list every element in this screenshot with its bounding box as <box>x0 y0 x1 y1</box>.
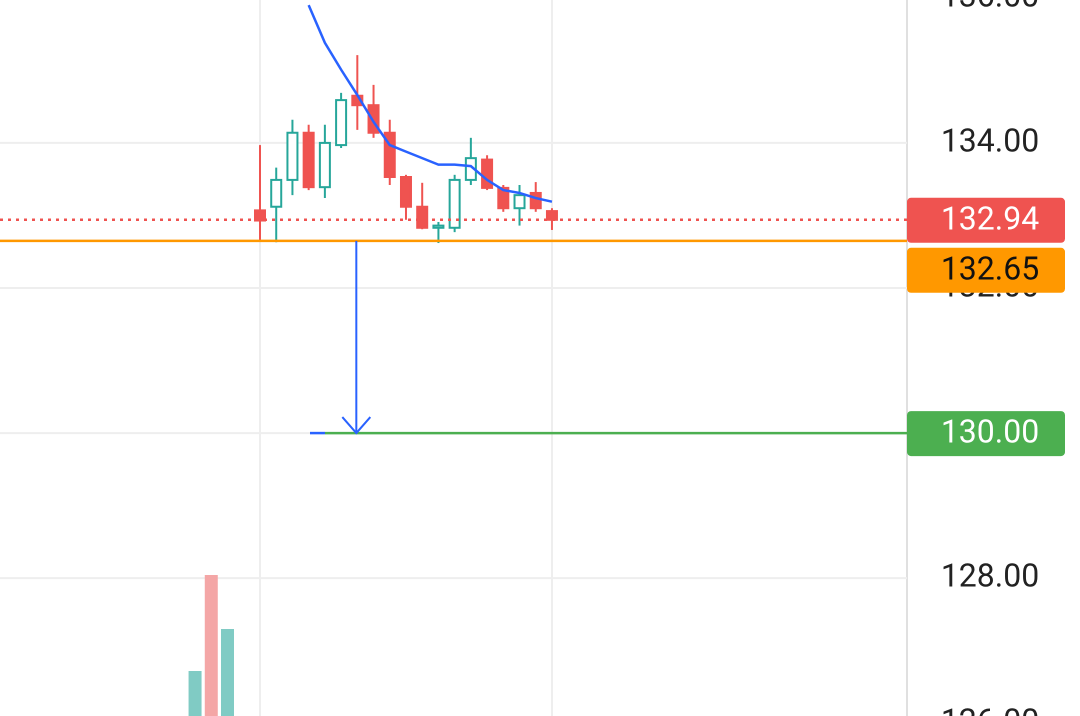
volume-bar <box>221 629 234 716</box>
price-label-box <box>907 411 1065 457</box>
candle-body <box>513 194 526 210</box>
candle-body <box>367 104 380 134</box>
candle-body <box>481 158 494 189</box>
y-tick-label: 134.00 <box>941 121 1039 159</box>
arrow-head <box>341 416 372 435</box>
candle-body <box>432 224 445 229</box>
candle-body <box>318 141 331 189</box>
candle-body <box>529 191 542 210</box>
candle-body <box>383 131 396 179</box>
y-tick-label: 128.00 <box>941 557 1039 595</box>
candle-body <box>399 176 412 208</box>
volume-bar <box>188 671 202 716</box>
price-label: 132.65 <box>941 249 1039 287</box>
price-label-box <box>907 247 1065 293</box>
y-tick-label: 136.00 <box>941 0 1039 14</box>
price-label-box <box>907 197 1065 243</box>
candle-body <box>286 131 299 181</box>
price-label: 130.00 <box>941 413 1039 451</box>
price-label: 132.94 <box>941 199 1039 237</box>
candle-body <box>416 205 429 229</box>
candle-body <box>270 178 283 208</box>
candle-body <box>254 209 266 222</box>
candle-body <box>302 131 315 189</box>
candle-body <box>497 186 510 210</box>
candle-body <box>335 99 348 147</box>
candle-body <box>448 178 461 229</box>
candle-body <box>545 210 558 221</box>
volume-bar <box>204 575 218 716</box>
moving-average-line <box>307 4 553 203</box>
y-tick-label: 126.00 <box>941 702 1039 716</box>
